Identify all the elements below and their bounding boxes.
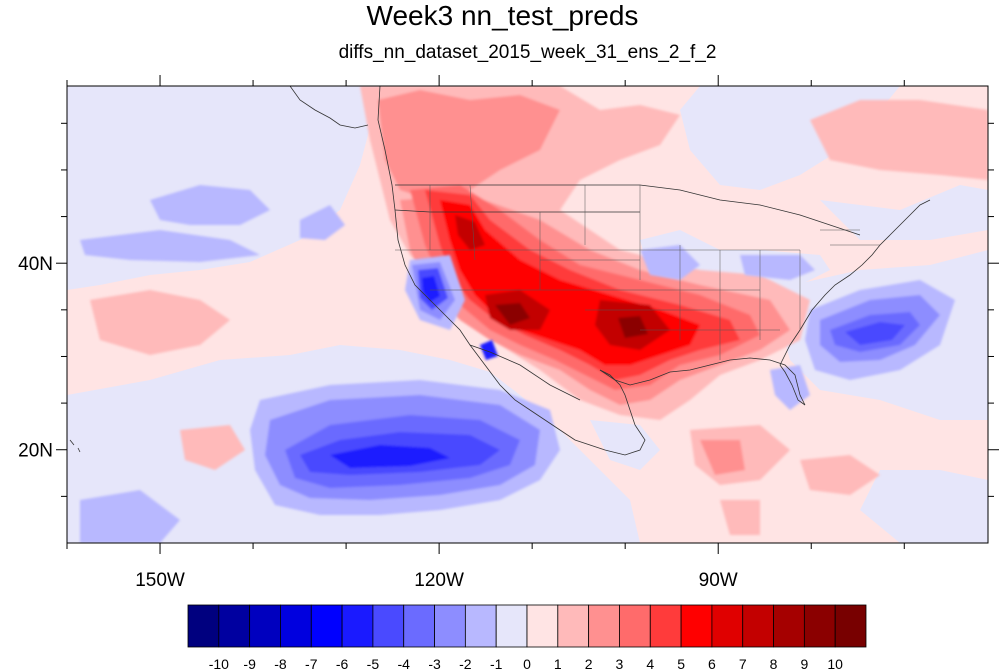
colorbar-label: 5 bbox=[677, 656, 685, 672]
colorbar-label: 2 bbox=[585, 656, 593, 672]
colorbar-swatch bbox=[711, 604, 744, 648]
anomaly-level-positive bbox=[90, 86, 988, 535]
colorbar-swatch bbox=[249, 604, 281, 648]
colorbar-swatch bbox=[773, 604, 805, 648]
colorbar-swatch bbox=[372, 604, 405, 648]
colorbar-swatch bbox=[557, 604, 590, 648]
anomaly-level-negative bbox=[80, 185, 955, 543]
colorbar-swatch bbox=[649, 604, 682, 648]
colorbar-swatch bbox=[742, 604, 774, 648]
colorbar-label: 6 bbox=[708, 656, 716, 672]
colorbar-swatch bbox=[588, 604, 620, 648]
colorbar-swatch bbox=[434, 604, 466, 648]
colorbar-label: -8 bbox=[274, 656, 287, 672]
map-frame bbox=[66, 85, 989, 544]
colorbar-swatch bbox=[218, 604, 251, 648]
state-borders bbox=[395, 184, 880, 360]
coastlines bbox=[69, 86, 931, 456]
colorbar-label: -1 bbox=[490, 656, 503, 672]
map-axes: 150W 120W 90W 40N 20N bbox=[18, 75, 999, 591]
colorbar-label: -10 bbox=[209, 656, 229, 672]
colorbar-label: 3 bbox=[616, 656, 624, 672]
colorbar-swatch bbox=[680, 604, 713, 648]
colorbar-label: 1 bbox=[554, 656, 562, 672]
colorbar-label: 0 bbox=[523, 656, 531, 672]
colorbar: -10 -9 -8 -7 -6 -5 -4 -3 -2 -1 0 1 2 3 4 5 6 7 8 9 10 bbox=[187, 604, 867, 672]
colorbar-swatch bbox=[341, 604, 374, 648]
colorbar-swatch bbox=[464, 604, 497, 648]
colorbar-swatch bbox=[619, 604, 651, 648]
colorbar-swatch bbox=[834, 604, 867, 648]
colorbar-label: 10 bbox=[827, 656, 843, 672]
map-title: Week3 nn_test_preds bbox=[366, 0, 639, 31]
lon-tick-label: 120W bbox=[414, 570, 464, 591]
colorbar-label: -6 bbox=[336, 656, 349, 672]
colorbar-label: -9 bbox=[243, 656, 256, 672]
colorbar-swatch bbox=[187, 604, 220, 648]
colorbar-label: -2 bbox=[459, 656, 472, 672]
colorbar-swatch bbox=[526, 604, 559, 648]
lat-tick-label: 20N bbox=[18, 441, 53, 462]
lat-tick-label: 40N bbox=[18, 254, 53, 275]
lon-tick-label: 150W bbox=[135, 570, 185, 591]
colorbar-swatch bbox=[310, 604, 343, 648]
colorbar-label: 8 bbox=[770, 656, 778, 672]
colorbar-label: 4 bbox=[646, 656, 654, 672]
colorbar-swatch bbox=[495, 604, 528, 648]
map-plot-area bbox=[66, 85, 989, 544]
colorbar-label: -3 bbox=[428, 656, 441, 672]
map-subtitle: diffs_nn_dataset_2015_week_31_ens_2_f_2 bbox=[338, 42, 717, 63]
colorbar-swatch bbox=[280, 604, 312, 648]
colorbar-label: 9 bbox=[800, 656, 808, 672]
colorbar-label: -4 bbox=[398, 656, 411, 672]
colorbar-swatch bbox=[403, 604, 435, 648]
colorbar-swatch bbox=[803, 604, 836, 648]
lon-tick-label: 90W bbox=[699, 570, 738, 591]
anomaly-field bbox=[67, 86, 988, 543]
colorbar-label: 7 bbox=[739, 656, 747, 672]
colorbar-label: -5 bbox=[367, 656, 380, 672]
colorbar-label: -7 bbox=[305, 656, 318, 672]
